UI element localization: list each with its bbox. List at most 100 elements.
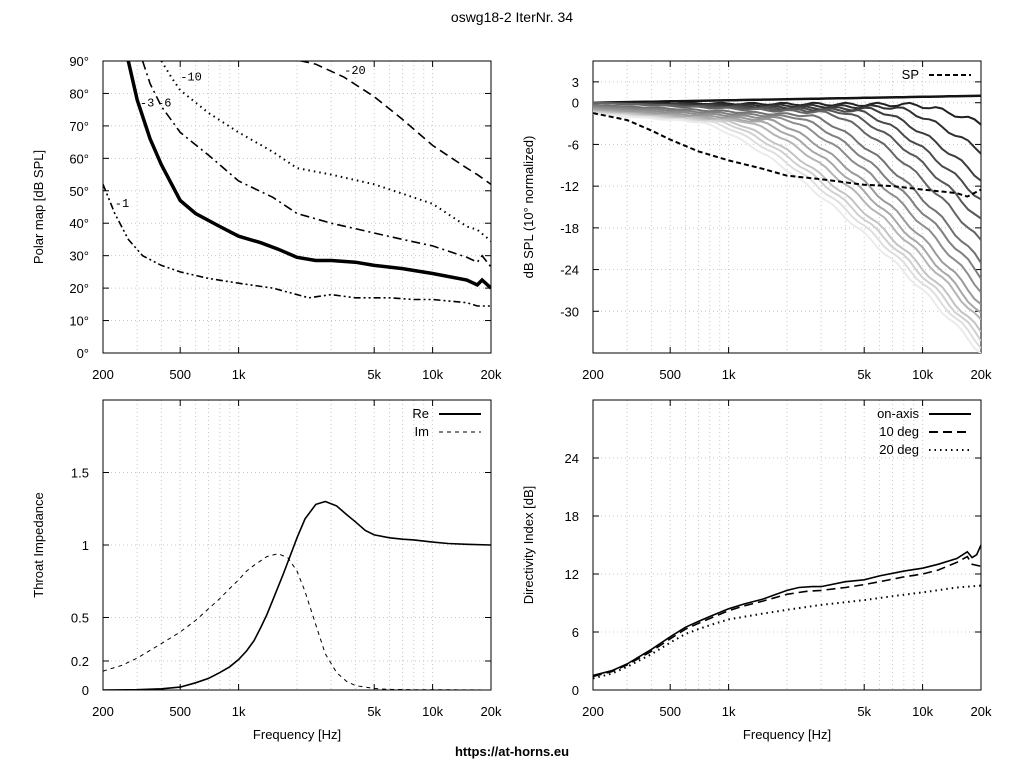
y-tick-label: -12 xyxy=(560,179,579,194)
x-tick-label: 5k xyxy=(857,704,871,719)
response-curve xyxy=(593,112,981,350)
contour-label: -3 xyxy=(140,96,154,110)
legend-label: Re xyxy=(412,406,429,421)
x-tick-label: 200 xyxy=(582,704,604,719)
y-tick-label: 3 xyxy=(572,75,579,90)
x-tick-label: 500 xyxy=(659,704,681,719)
y-tick-label: 0.2 xyxy=(71,654,89,669)
y-tick-label: 80° xyxy=(69,86,89,101)
x-tick-label: 1k xyxy=(232,367,246,382)
x-tick-label: 5k xyxy=(367,367,381,382)
series-line-10-deg xyxy=(593,555,981,678)
x-tick-label: 20k xyxy=(481,704,502,719)
y-tick-label: 10° xyxy=(69,314,89,329)
x-tick-label: 500 xyxy=(169,367,191,382)
y-tick-label: 90° xyxy=(69,54,89,69)
y-tick-label: 18 xyxy=(565,509,579,524)
x-tick-label: 10k xyxy=(422,704,443,719)
series-line-20-deg xyxy=(593,584,981,680)
contour-label: -6 xyxy=(157,96,171,110)
y-axis-label: Directivity Index [dB] xyxy=(521,486,536,605)
y-tick-label: 1.5 xyxy=(71,466,89,481)
y-tick-label: 12 xyxy=(565,567,579,582)
series-line--6 xyxy=(141,61,491,268)
y-axis-label: Polar map [dB SPL] xyxy=(31,150,46,264)
figure-title: oswg18-2 IterNr. 34 xyxy=(450,9,574,25)
x-axis-label: Frequency [Hz] xyxy=(253,727,341,742)
x-tick-label: 20k xyxy=(971,704,992,719)
x-tick-label: 5k xyxy=(367,704,381,719)
x-tick-label: 1k xyxy=(722,367,736,382)
series-line-on-axis xyxy=(593,544,981,677)
contour-label: -20 xyxy=(344,64,366,78)
grid xyxy=(103,400,491,691)
response-curve xyxy=(593,112,981,353)
grid xyxy=(103,60,491,354)
x-tick-label: 200 xyxy=(92,367,114,382)
y-tick-label: -18 xyxy=(560,221,579,236)
y-tick-label: 0 xyxy=(572,683,579,698)
y-tick-label: 30° xyxy=(69,249,89,264)
y-tick-label: 0° xyxy=(77,346,89,361)
plot-area xyxy=(103,500,491,690)
y-tick-label: 1 xyxy=(82,538,89,553)
x-tick-label: 10k xyxy=(422,367,443,382)
y-tick-label: 0 xyxy=(572,96,579,111)
contour-label: -1 xyxy=(115,197,129,211)
y-axis-label: Throat Impedance xyxy=(31,492,46,598)
x-axis-label: Frequency [Hz] xyxy=(743,727,831,742)
x-tick-label: 5k xyxy=(857,367,871,382)
plot-area: -1 -3 -6 -10 -20 xyxy=(103,61,491,307)
series-line--1 xyxy=(103,184,491,307)
response-curve xyxy=(593,111,981,342)
grid xyxy=(593,400,981,691)
legend-label: SP xyxy=(902,67,919,82)
legend-label: on-axis xyxy=(877,406,919,421)
y-tick-label: 24 xyxy=(565,451,579,466)
response-curve xyxy=(593,103,981,264)
chart-polar_map: 200 500 1k 5k 10k 20k 0° 10° 20° 30° 40° 50° 60° 70° 8… xyxy=(31,54,502,382)
plot-area xyxy=(593,94,981,353)
plot-frame xyxy=(102,60,492,354)
y-tick-label: 50° xyxy=(69,184,89,199)
footer-url: https://at-horns.eu xyxy=(454,744,570,759)
chart-normalized_spl: 200 500 1k 5k 10k 20k 3 0 -6 -12 -18 -24 -30 dB SPL (… xyxy=(521,60,992,382)
chart-throat_impedance: 200 500 1k 5k 10k 20k 0 0.2 0.5 1 1.5 Frequency [Hz… xyxy=(31,399,502,742)
x-tick-label: 200 xyxy=(92,704,114,719)
x-tick-label: 20k xyxy=(971,367,992,382)
legend-label: 10 deg xyxy=(879,424,919,439)
series-line--3 xyxy=(126,61,491,290)
x-tick-label: 10k xyxy=(912,704,933,719)
plot-area xyxy=(593,544,981,680)
chart-directivity_index: 200 500 1k 5k 10k 20k 0 6 12 18 24 Frequency [Hz] Di… xyxy=(521,399,992,742)
response-curve xyxy=(593,101,981,241)
plot-frame xyxy=(592,60,982,354)
y-tick-label: 60° xyxy=(69,151,89,166)
y-tick-label: 40° xyxy=(69,216,89,231)
y-tick-label: 20° xyxy=(69,281,89,296)
series-line-SP xyxy=(593,112,981,198)
response-curve xyxy=(593,105,981,280)
x-tick-label: 1k xyxy=(722,704,736,719)
contour-label: -10 xyxy=(180,70,202,84)
x-tick-label: 500 xyxy=(659,367,681,382)
response-curve xyxy=(593,106,981,294)
series-line-Im xyxy=(103,553,491,690)
series-line--20 xyxy=(297,61,491,185)
legend-label: Im xyxy=(415,424,429,439)
legend-label: 20 deg xyxy=(879,442,919,457)
x-tick-label: 200 xyxy=(582,367,604,382)
x-tick-label: 20k xyxy=(481,367,502,382)
y-tick-label: 0.5 xyxy=(71,611,89,626)
y-tick-label: 6 xyxy=(572,625,579,640)
x-tick-label: 500 xyxy=(169,704,191,719)
y-axis-label: dB SPL (10° normalized) xyxy=(521,136,536,279)
y-tick-label: -30 xyxy=(560,304,579,319)
x-tick-label: 1k xyxy=(232,704,246,719)
y-tick-label: 70° xyxy=(69,119,89,134)
y-tick-label: -6 xyxy=(567,137,579,152)
series-line-Re xyxy=(103,500,491,690)
response-curve xyxy=(593,94,981,104)
response-curve xyxy=(593,108,981,305)
